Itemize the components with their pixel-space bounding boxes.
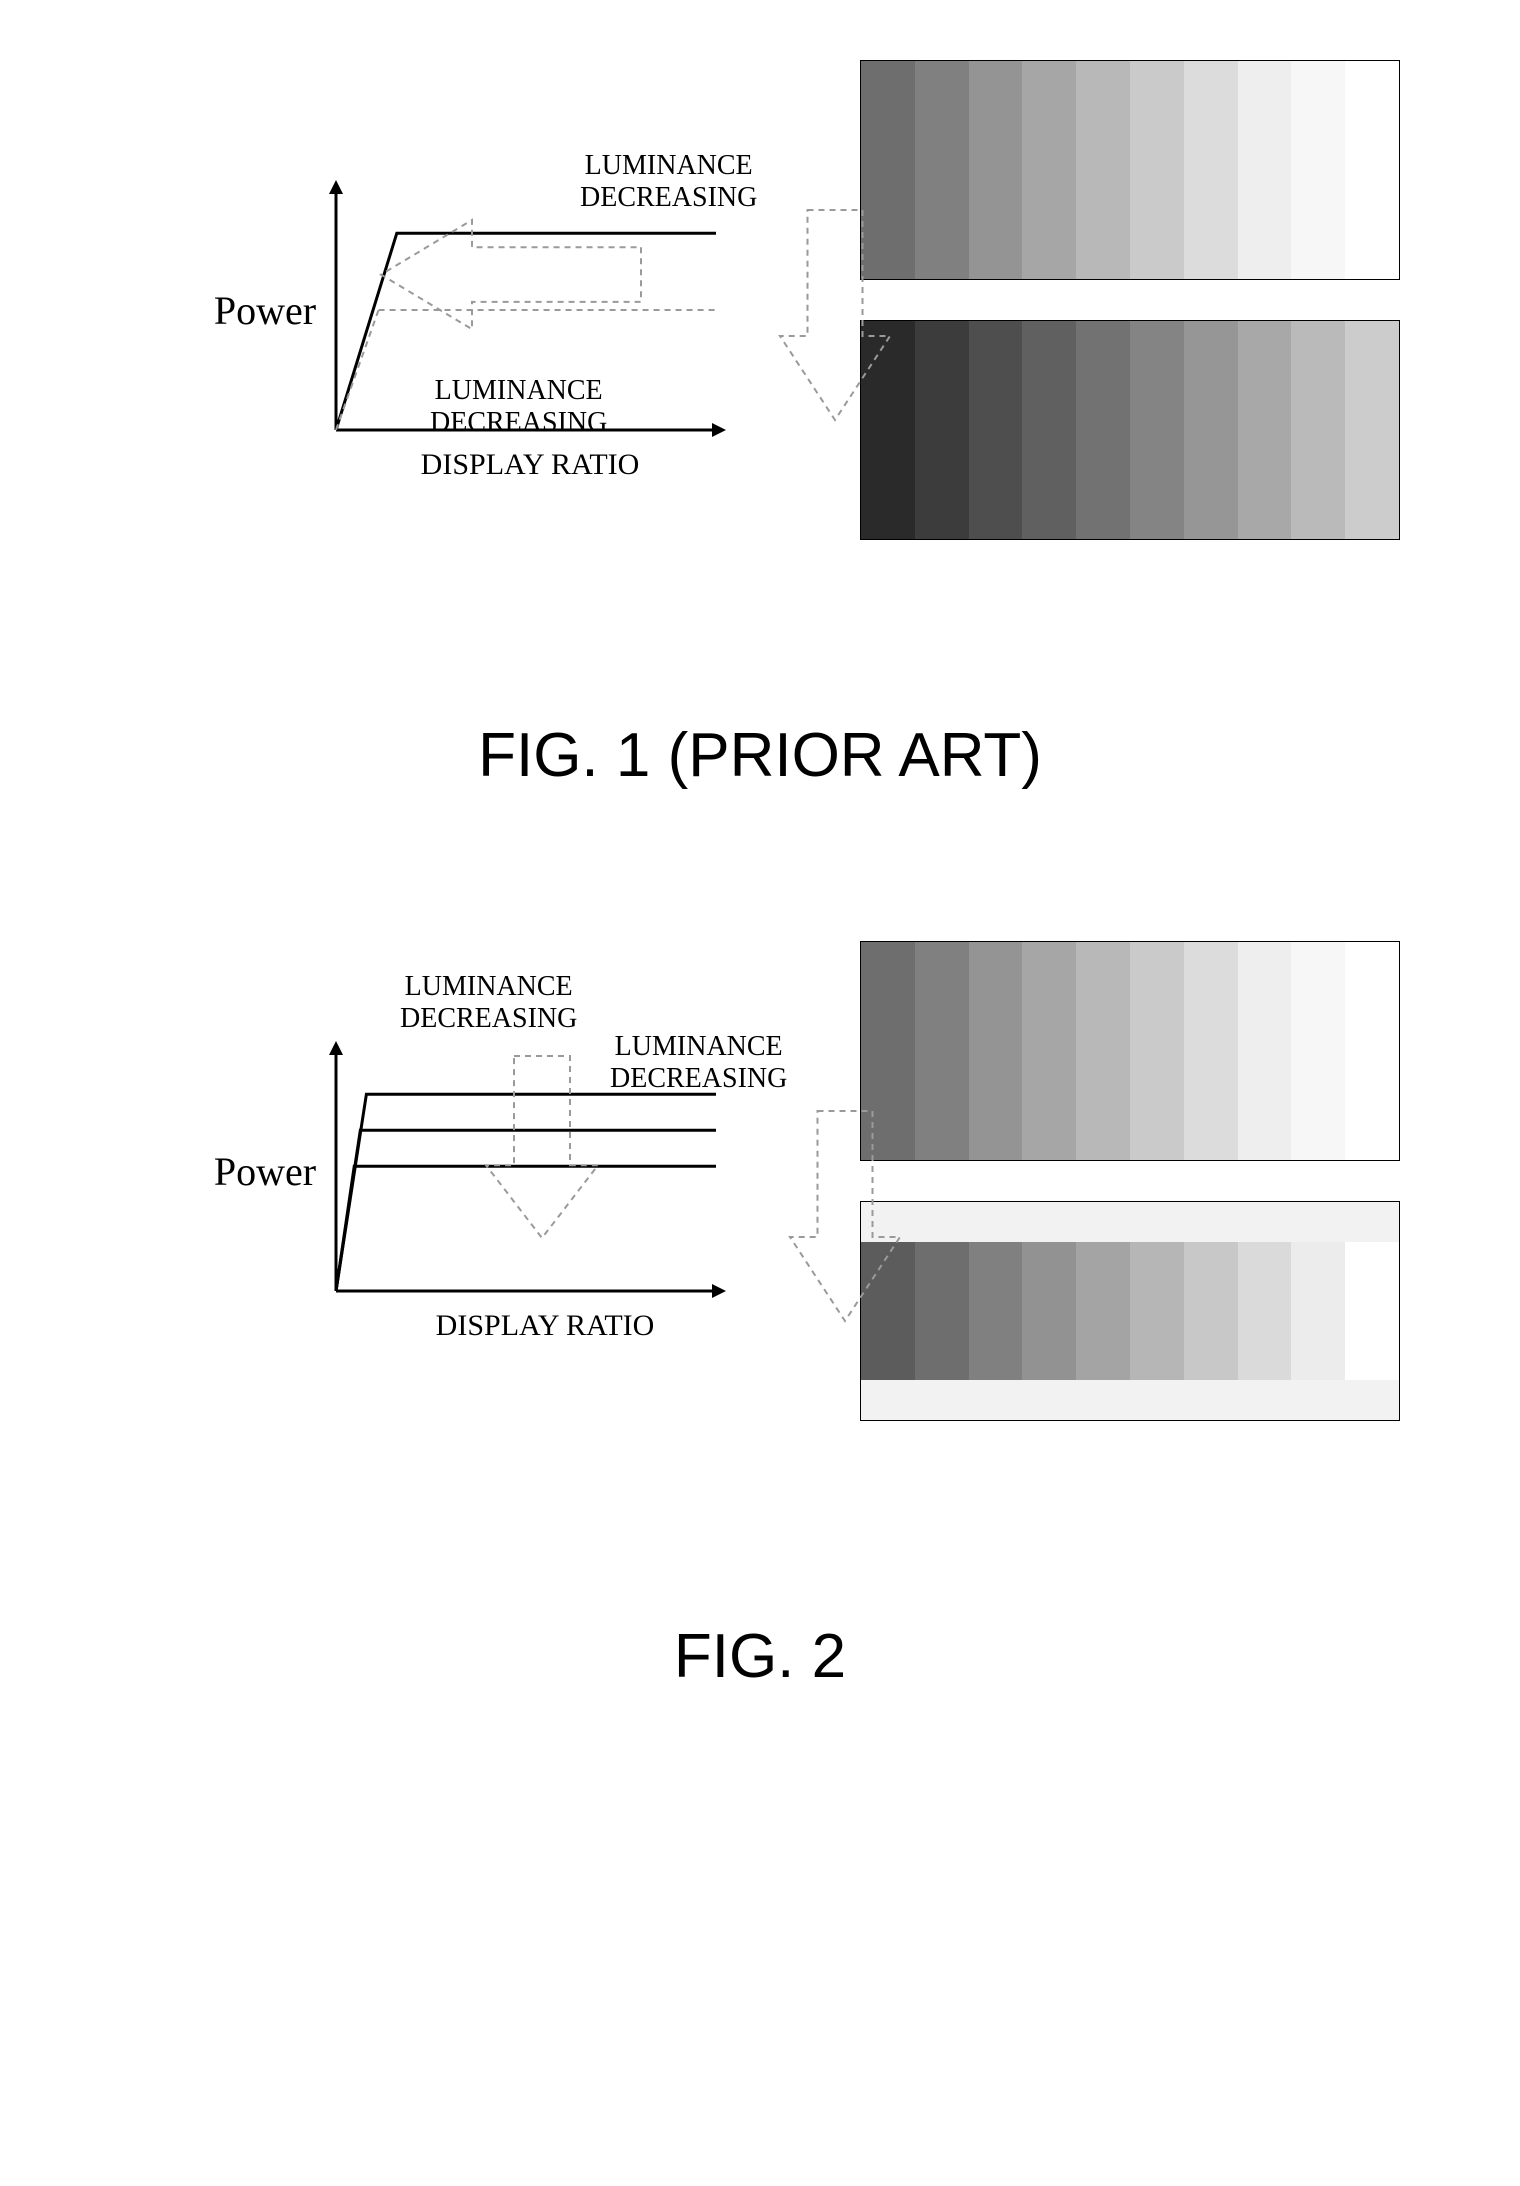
fig2-content: LUMINANCEDECREASING LUMINANCEDECREASING …	[0, 941, 1520, 1561]
fig1-annotation-top-text: LUMINANCEDECREASING	[580, 150, 757, 213]
figure-1: LUMINANCEDECREASING Power LUMINANCEDECRE…	[0, 60, 1520, 791]
fig2-gradient-bottom	[860, 1201, 1400, 1421]
fig1-annotation-mid-text: LUMINANCEDECREASING	[430, 375, 607, 438]
fig1-caption: FIG. 1 (PRIOR ART)	[0, 720, 1520, 791]
fig2-annotation-right: LUMINANCEDECREASING	[610, 1031, 787, 1095]
fig2-gradient-col	[860, 941, 1400, 1421]
figure-2: LUMINANCEDECREASING LUMINANCEDECREASING …	[0, 941, 1520, 1692]
fig1-annotation-mid: LUMINANCEDECREASING	[430, 375, 607, 439]
fig1-chart-col: LUMINANCEDECREASING Power LUMINANCEDECRE…	[120, 180, 820, 482]
fig2-annotation-top-text: LUMINANCEDECREASING	[400, 971, 577, 1034]
fig1-y-axis-label: Power	[214, 287, 316, 334]
fig1-annotation-top: LUMINANCEDECREASING	[580, 150, 757, 214]
fig2-caption: FIG. 2	[0, 1621, 1520, 1692]
fig2-chart-col: LUMINANCEDECREASING LUMINANCEDECREASING …	[120, 1041, 820, 1343]
fig2-x-axis-label: DISPLAY RATIO	[436, 1309, 655, 1343]
fig2-annotation-right-text: LUMINANCEDECREASING	[610, 1031, 787, 1094]
fig2-y-axis-label: Power	[214, 1148, 316, 1195]
fig1-gradient-bottom	[860, 320, 1400, 540]
fig1-x-axis-label: DISPLAY RATIO	[421, 448, 640, 482]
fig1-gradient-top	[860, 60, 1400, 280]
fig1-content: LUMINANCEDECREASING Power LUMINANCEDECRE…	[0, 60, 1520, 660]
fig2-gradient-top	[860, 941, 1400, 1161]
fig2-annotation-top: LUMINANCEDECREASING	[400, 971, 577, 1035]
fig1-gradient-col	[860, 60, 1400, 540]
